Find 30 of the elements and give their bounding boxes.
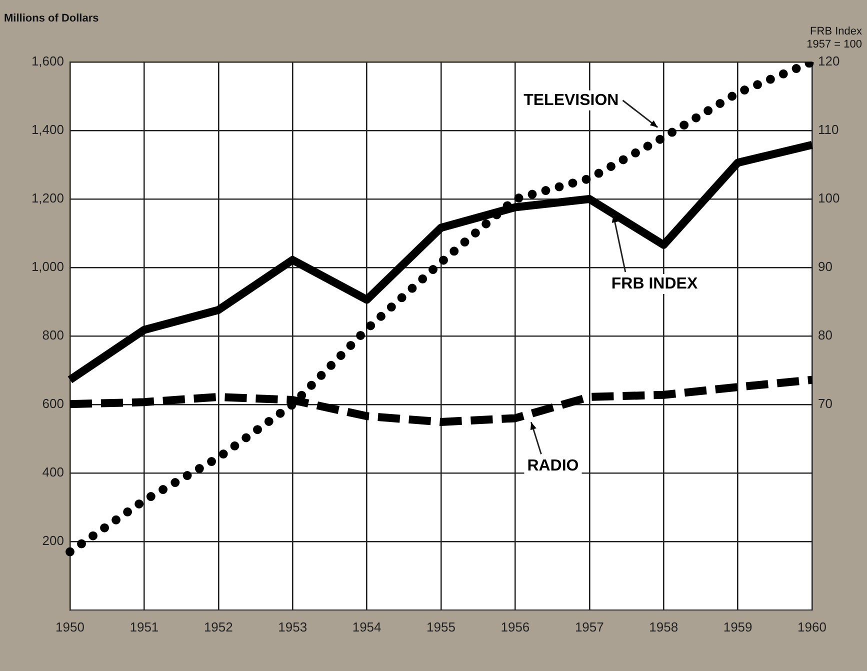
y2-tick-label: 90 [818, 259, 832, 274]
x-tick-label: 1953 [278, 619, 308, 634]
y2-tick-label: 120 [818, 54, 840, 69]
y2-tick-label: 70 [818, 396, 832, 412]
x-tick-label: 1958 [649, 619, 678, 634]
x-tick-label: 1952 [204, 619, 233, 634]
x-tick-label: 1954 [352, 619, 382, 634]
y2-tick-label: 80 [818, 328, 832, 343]
y-tick-label: 600 [42, 396, 64, 412]
x-tick-label: 1951 [130, 619, 159, 634]
text: 1,000 [31, 259, 64, 274]
text: 1,600 [31, 54, 64, 69]
y2-tick-label: 110 [818, 122, 839, 138]
y2-tick-label: 100 [818, 190, 840, 206]
x-tick-label: 1955 [426, 619, 456, 634]
x-tick-label: 1960 [798, 619, 826, 634]
x-tick-label: 1956 [500, 619, 530, 634]
text: 1,200 [31, 190, 64, 206]
y-tick-label: 400 [42, 464, 64, 480]
text: TELEVISION [524, 92, 619, 109]
y2-axis-title: FRB Index 1957 = 100 [806, 26, 862, 51]
text: 1,400 [31, 122, 64, 138]
x-tick-label: 1957 [574, 619, 604, 634]
y-tick-label: 800 [42, 328, 64, 343]
text: RADIO [527, 458, 579, 475]
x-tick-label: 1950 [56, 619, 84, 634]
x-tick-label: 1959 [723, 619, 752, 634]
text: FRB INDEX [611, 275, 698, 292]
y-axis-title: Millions of Dollars [4, 12, 99, 25]
y-tick-label: 200 [42, 533, 64, 548]
